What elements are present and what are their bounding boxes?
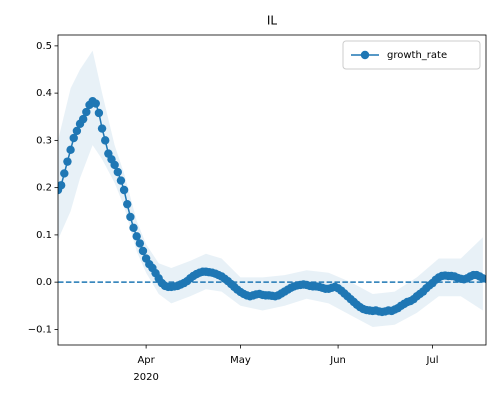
y-tick-label: 0.0 [36, 277, 52, 288]
y-tick-label: 0.5 [36, 41, 52, 52]
data-point [132, 232, 141, 241]
data-point [60, 169, 69, 178]
data-point [138, 246, 148, 256]
x-tick-sublabel: 2020 [133, 372, 158, 383]
x-tick-label: Apr [137, 355, 155, 366]
data-point [126, 212, 135, 222]
data-point [91, 99, 100, 108]
data-point [82, 107, 91, 117]
data-point [123, 199, 132, 209]
data-point [110, 160, 119, 170]
plot-area [58, 50, 486, 327]
data-point [78, 114, 88, 124]
data-point [116, 176, 126, 185]
data-point [135, 239, 145, 248]
data-point [94, 108, 104, 118]
data-point [113, 167, 122, 177]
data-point [119, 185, 129, 195]
data-point [69, 133, 78, 143]
data-point [58, 181, 66, 190]
chart-title: IL [267, 14, 278, 28]
legend-label: growth_rate [387, 50, 447, 61]
data-point [129, 223, 138, 233]
data-point [478, 274, 486, 283]
data-point [72, 126, 82, 136]
legend-marker [360, 50, 370, 60]
data-point [97, 124, 107, 133]
y-tick-label: 0.2 [36, 183, 52, 194]
y-tick-label: −0.1 [28, 324, 52, 335]
y-tick-label: 0.4 [36, 88, 52, 99]
x-tick-label: May [230, 355, 251, 366]
x-tick-label: Jul [425, 355, 438, 366]
data-point [66, 145, 75, 155]
y-tick-label: 0.3 [36, 135, 52, 146]
data-point [63, 157, 72, 166]
y-tick-label: 0.1 [36, 230, 52, 241]
legend-box [342, 40, 481, 70]
x-tick-label: Jun [329, 355, 346, 366]
data-point [101, 136, 110, 145]
plot-frame [57, 34, 487, 346]
